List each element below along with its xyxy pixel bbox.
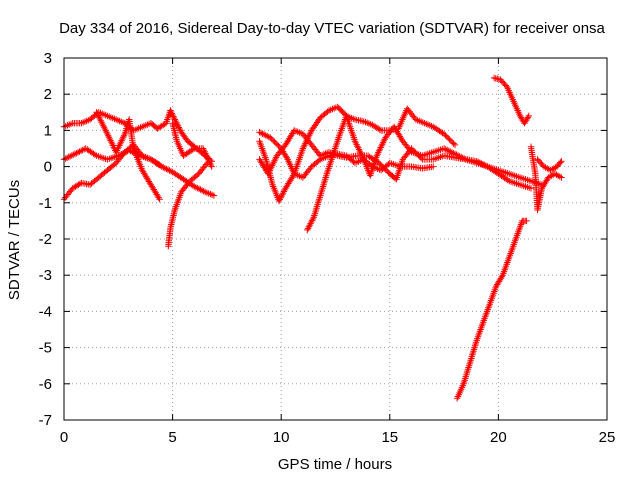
y-tick-label: -5: [39, 340, 52, 357]
x-axis-label: GPS time / hours: [278, 456, 392, 473]
y-tick-label: -2: [39, 231, 52, 248]
x-tick-label: 0: [60, 429, 68, 446]
chart-title: Day 334 of 2016, Sidereal Day-to-day VTE…: [59, 20, 605, 37]
y-tick-label: -1: [39, 195, 52, 212]
x-tick-label: 10: [273, 429, 290, 446]
series-sat-l: [490, 74, 532, 127]
series-sat-d: [93, 109, 163, 203]
series-sat-e: [165, 159, 211, 250]
y-tick-label: -4: [39, 303, 52, 320]
y-tick-label: 1: [44, 122, 52, 139]
series-sat-n: [534, 156, 565, 174]
y-tick-label: -7: [39, 412, 52, 429]
y-tick-label: 2: [44, 86, 52, 103]
x-tick-label: 20: [490, 429, 507, 446]
marker-track: [169, 120, 215, 170]
marker-track: [304, 112, 545, 234]
series-sat-m: [527, 143, 565, 214]
x-tick-label: 5: [168, 429, 176, 446]
series-sat-f: [169, 120, 215, 170]
y-tick-label: 0: [44, 159, 52, 176]
series-sat-h: [256, 103, 459, 205]
grid-lines: [64, 58, 607, 420]
marker-track: [527, 143, 565, 214]
x-tick-label: 15: [381, 429, 398, 446]
series-sat-j: [304, 112, 545, 234]
marker-track: [256, 103, 459, 205]
plot-frame: [63, 57, 608, 421]
marker-track: [165, 159, 211, 250]
marker-track: [534, 156, 565, 174]
y-tick-label: -3: [39, 267, 52, 284]
marker-track: [93, 109, 163, 203]
data-points: [60, 74, 565, 402]
marker-track: [490, 74, 532, 127]
series-sat-k: [453, 217, 530, 402]
x-tick-label: 25: [599, 429, 616, 446]
y-tick-label: 3: [44, 50, 52, 67]
marker-track: [453, 217, 530, 402]
axis-ticks: 0 5 10 15 20 25 -7 -6 -5 -4 -3 -2 -1 0 1 2 3: [39, 50, 616, 446]
y-axis-label: SDTVAR / TECUs: [6, 180, 23, 300]
y-tick-label: -6: [39, 376, 52, 393]
